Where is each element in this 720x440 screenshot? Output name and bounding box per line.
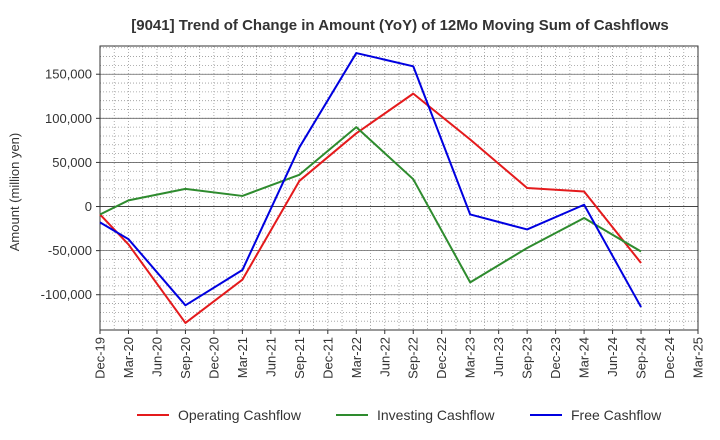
y-tick-label: -50,000 — [48, 243, 92, 258]
x-tick-label: Dec-21 — [320, 337, 335, 379]
y-tick-label: 0 — [85, 199, 92, 214]
x-tick-label: Dec-22 — [434, 337, 449, 379]
x-tick-label: Dec-20 — [206, 337, 221, 379]
y-tick-label: 100,000 — [45, 111, 92, 126]
legend: Operating Cashflow Investing Cashflow Free… — [137, 407, 662, 423]
x-tick-label: Sep-22 — [406, 337, 421, 379]
x-tick-label: Sep-24 — [634, 337, 649, 379]
x-tick-label: Jun-21 — [263, 337, 278, 377]
legend-label: Operating Cashflow — [178, 407, 302, 423]
axes — [99, 45, 699, 331]
x-tick-label: Jun-20 — [149, 337, 164, 377]
series-line-investing-cashflow — [99, 126, 642, 284]
x-tick-label: Dec-23 — [548, 337, 563, 379]
x-tick-label: Mar-23 — [463, 337, 478, 378]
x-tick-label: Mar-24 — [577, 337, 592, 378]
y-axis-label: Amount (million yen) — [7, 133, 22, 252]
y-tick-label: 150,000 — [45, 67, 92, 82]
x-tick-label: Dec-24 — [662, 337, 677, 379]
legend-label: Free Cashflow — [571, 407, 662, 423]
y-ticks: -100,000 -50,000 0 50,000 100,000 150,000 — [41, 67, 100, 302]
x-tick-label: Sep-21 — [292, 337, 307, 379]
x-tick-label: Mar-25 — [691, 337, 706, 378]
x-tick-label: Jun-23 — [491, 337, 506, 377]
y-tick-label: -100,000 — [41, 287, 92, 302]
x-ticks: Dec-19 Mar-20 Jun-20 Sep-20 Dec-20 Mar-21 Jun-… — [93, 330, 706, 379]
x-tick-label: Jun-22 — [377, 337, 392, 377]
series-lines — [99, 52, 642, 324]
x-tick-label: Sep-20 — [178, 337, 193, 379]
plot-frame — [99, 45, 699, 331]
x-tick-label: Dec-19 — [93, 337, 108, 379]
x-tick-label: Sep-23 — [520, 337, 535, 379]
legend-label: Investing Cashflow — [377, 407, 495, 423]
y-tick-label: 50,000 — [52, 155, 92, 170]
chart-title: [9041] Trend of Change in Amount (YoY) o… — [131, 17, 669, 34]
x-tick-label: Jun-24 — [605, 337, 620, 377]
x-tick-label: Mar-21 — [235, 337, 250, 378]
series-line-free-cashflow — [99, 52, 642, 308]
series-line-operating-cashflow — [99, 92, 642, 324]
x-tick-label: Mar-20 — [121, 337, 136, 378]
x-tick-label: Mar-22 — [349, 337, 364, 378]
